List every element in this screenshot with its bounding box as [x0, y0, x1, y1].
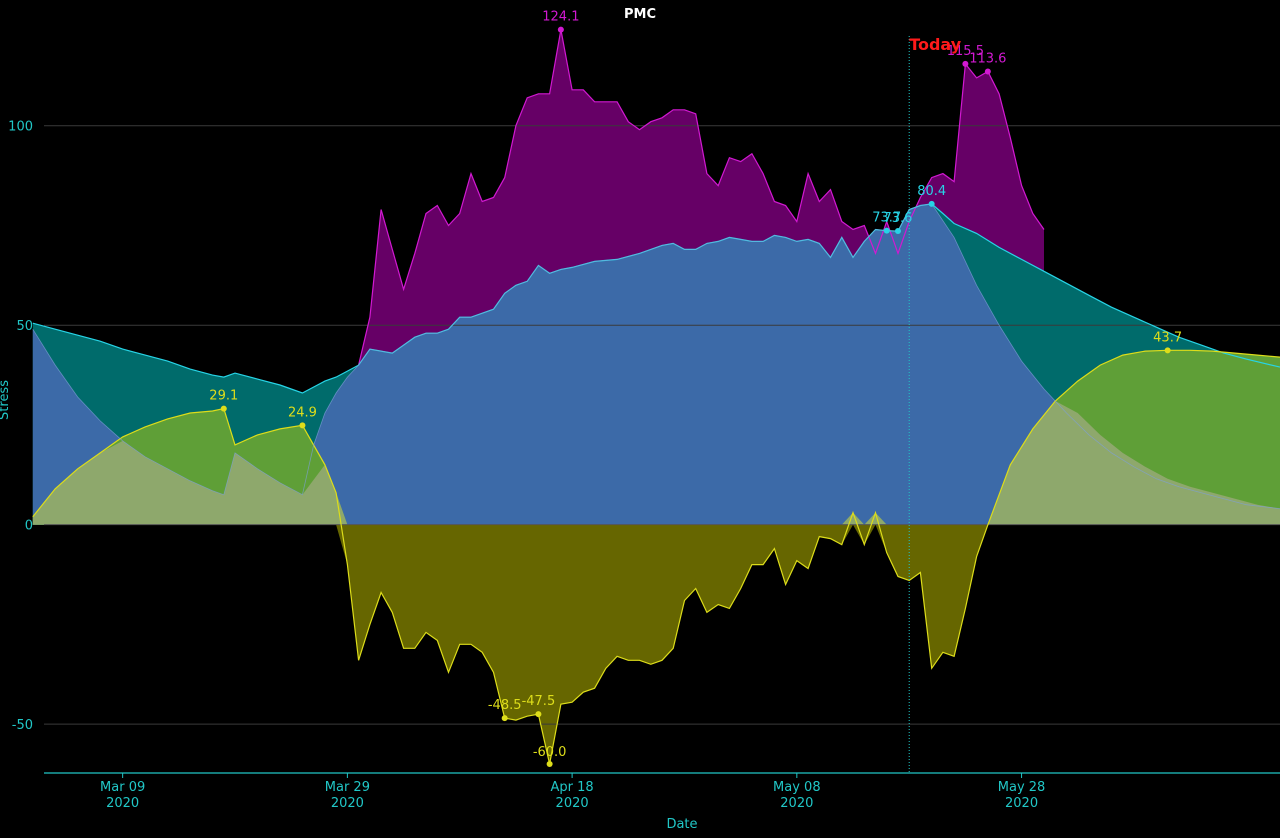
tsb-data-label: 43.7 [1153, 330, 1182, 345]
ctl-area [32, 203, 1280, 525]
ctl-data-label: 73.6 [883, 211, 912, 226]
tsb-line [32, 349, 1280, 765]
x-tick-year: 2020 [1005, 796, 1038, 811]
overlap-area [32, 401, 1280, 525]
ctl-point-marker [928, 200, 935, 207]
x-tick-year: 2020 [780, 796, 813, 811]
x-tick-year: 2020 [556, 796, 589, 811]
y-axis-label: Stress [0, 380, 12, 420]
x-tick-year: 2020 [331, 796, 364, 811]
tsb-negative-area [32, 524, 1280, 764]
tsb-data-label: 29.1 [209, 389, 238, 404]
x-tick-label: Mar 09 [100, 780, 145, 795]
today-label: Today [909, 35, 962, 54]
tsb-data-label: -47.5 [522, 694, 556, 709]
atl-point-marker [557, 26, 564, 33]
y-tick-label: -50 [12, 718, 33, 733]
ctl-data-label: 80.4 [917, 184, 946, 199]
tsb-data-label: 24.9 [288, 405, 317, 420]
atl-line [358, 29, 1045, 366]
y-tick-label: 100 [8, 120, 33, 135]
atl-point-marker [984, 68, 991, 75]
tsb-point-marker [501, 715, 508, 722]
x-tick-label: May 28 [998, 780, 1046, 795]
atl-point-marker [962, 60, 969, 67]
ctl-point-marker [883, 227, 890, 234]
atl-data-label: 124.1 [542, 10, 579, 25]
tsb-point-marker [299, 422, 306, 429]
tsb-point-marker [546, 761, 553, 768]
tsb-point-marker [535, 711, 542, 718]
y-tick-label: 0 [25, 519, 33, 534]
atl-data-label: 115.5 [947, 44, 984, 59]
x-tick-label: Mar 29 [325, 780, 370, 795]
ctl-body-edge [32, 203, 1280, 510]
grid [44, 125, 1280, 725]
atl-data-label: 113.6 [969, 51, 1006, 66]
x-tick-label: May 08 [773, 780, 821, 795]
ctl-point-marker [894, 228, 901, 235]
tsb-data-label: -48.5 [488, 698, 522, 713]
chart-title: PMC [624, 7, 656, 22]
series-lines [32, 29, 1280, 772]
tsb-data-label: -60.0 [533, 745, 567, 760]
y-tick-label: 50 [16, 319, 33, 334]
tsb-point-marker [1164, 347, 1171, 354]
ctl-data-label: 73.7 [872, 211, 901, 226]
x-axis-label: Date [666, 817, 697, 832]
tsb-point-marker [220, 405, 227, 412]
x-tick-label: Apr 18 [551, 780, 594, 795]
area-fills [32, 29, 1280, 764]
x-tick-year: 2020 [106, 796, 139, 811]
